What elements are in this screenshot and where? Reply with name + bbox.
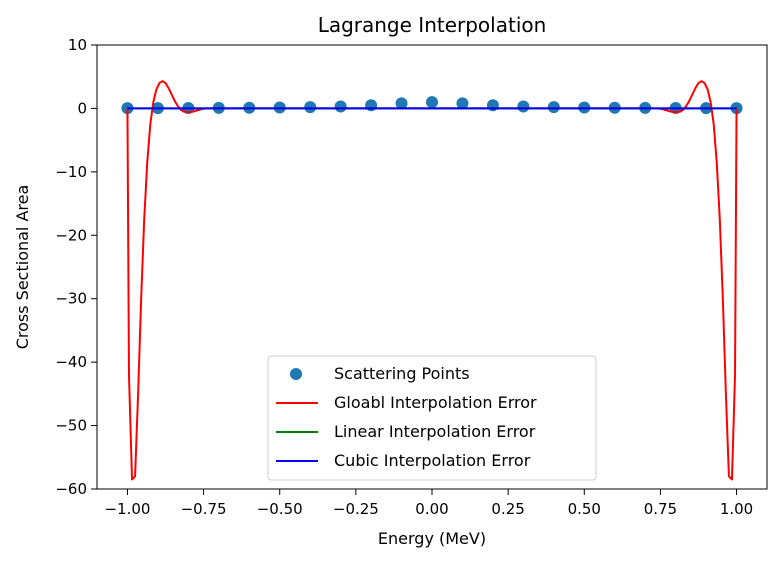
scatter-point	[486, 99, 499, 112]
chart-title: Lagrange Interpolation	[318, 13, 547, 37]
series-lines	[121, 80, 743, 481]
scatter-point	[517, 100, 530, 113]
y-axis-label: Cross Sectional Area	[13, 185, 32, 350]
scatter-point	[426, 96, 438, 109]
legend-label: Scattering Points	[334, 364, 470, 383]
scatter-point	[395, 97, 408, 110]
x-tick-label: 0.75	[644, 500, 677, 518]
y-tick-label: −20	[55, 226, 87, 244]
legend-label: Gloabl Interpolation Error	[334, 393, 537, 412]
y-tick-label: −50	[55, 417, 87, 435]
scatter-point	[365, 99, 378, 112]
y-tick-label: 10	[68, 36, 87, 54]
y-tick-label: −10	[55, 163, 87, 181]
x-tick-label: −0.75	[181, 500, 227, 518]
x-axis-label: Energy (MeV)	[378, 529, 486, 548]
x-tick-label: −0.25	[333, 500, 379, 518]
x-tick-label: −1.00	[104, 500, 150, 518]
y-tick-label: −40	[55, 353, 87, 371]
legend-label: Linear Interpolation Error	[334, 422, 536, 441]
scatter-point	[334, 100, 347, 113]
scatter-point	[456, 97, 469, 110]
x-tick-label: 1.00	[720, 500, 753, 518]
x-tick-label: 0.25	[491, 500, 524, 518]
y-tick-label: −30	[55, 290, 87, 308]
legend-label: Cubic Interpolation Error	[334, 451, 531, 470]
y-tick-label: 0	[77, 99, 87, 117]
legend: Scattering Points Gloabl Interpolation Er…	[267, 355, 597, 481]
axes: −1.00 −0.75 −0.50 −0.25 0.00 0.25 0.50 0.75 1.00…	[55, 36, 768, 518]
legend-box	[267, 355, 597, 481]
scatter-point	[304, 101, 317, 114]
plot-marks	[121, 80, 743, 481]
legend-marker	[290, 368, 302, 380]
x-tick-label: 0.50	[568, 500, 601, 518]
y-tick-label: −60	[55, 480, 87, 498]
x-tick-label: 0.00	[415, 500, 448, 518]
x-tick-label: −0.50	[257, 500, 303, 518]
scatter-point	[547, 101, 560, 114]
